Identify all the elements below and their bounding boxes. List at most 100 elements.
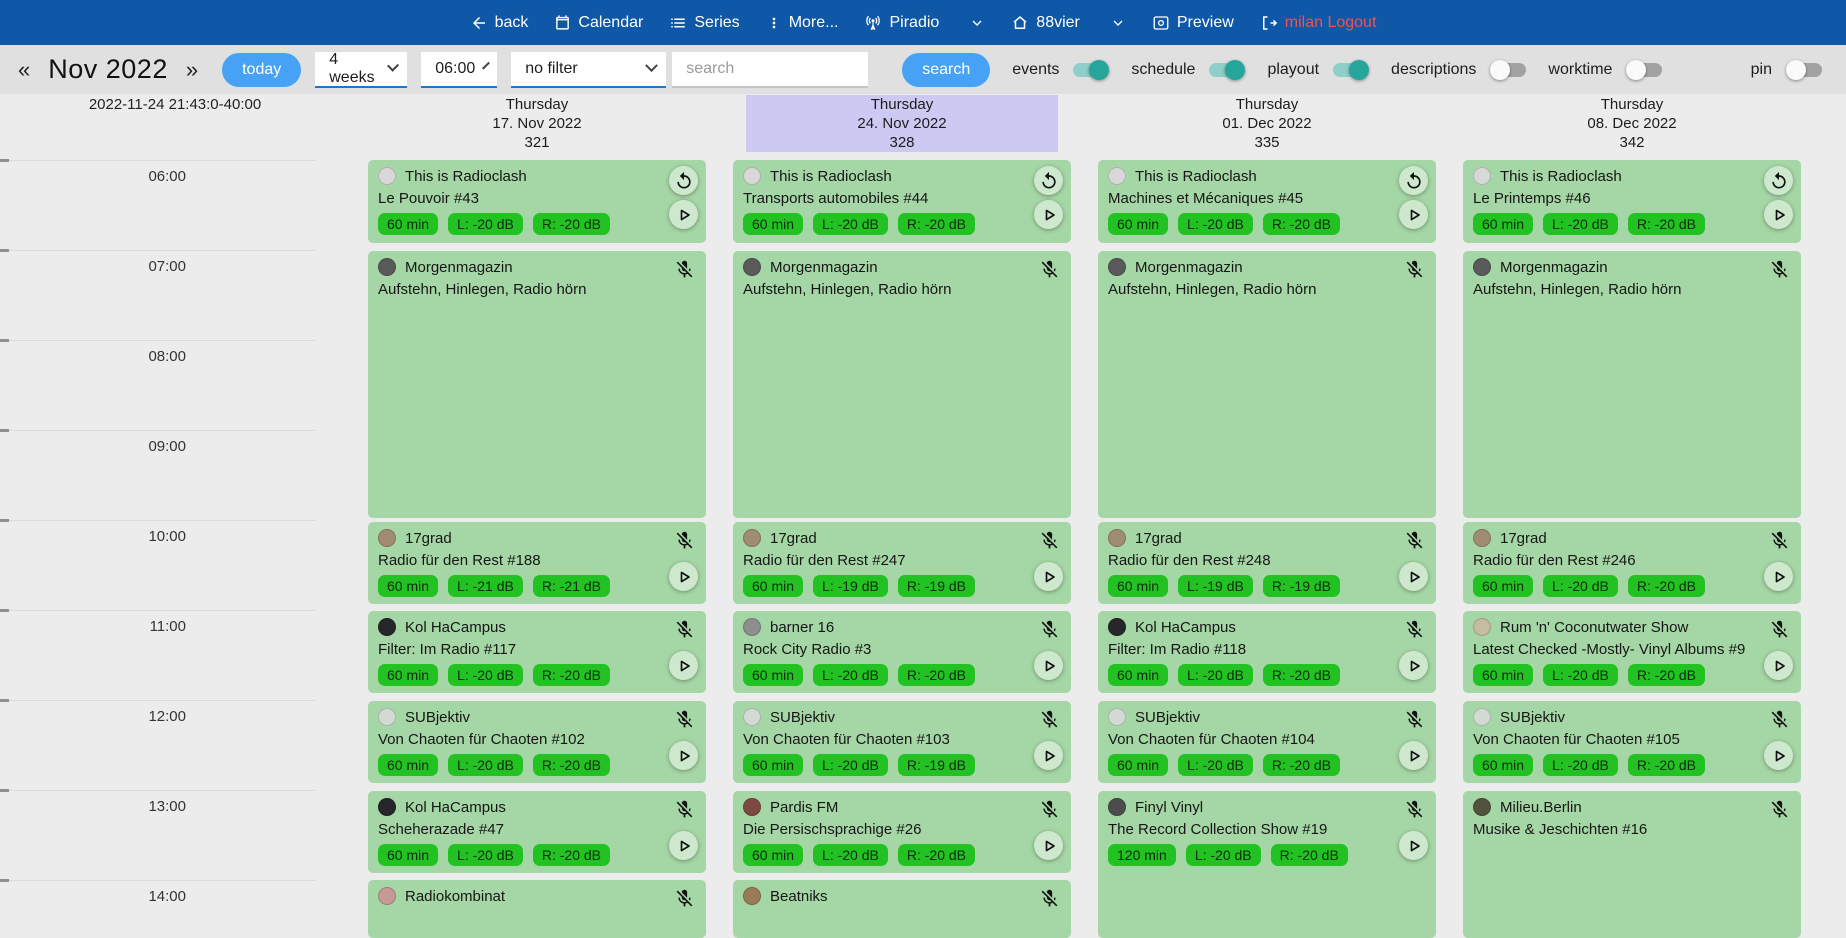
nav-calendar[interactable]: Calendar bbox=[554, 14, 643, 32]
episode-title: Radio für den Rest #188 bbox=[378, 552, 541, 569]
replay-icon[interactable] bbox=[1034, 166, 1063, 195]
logout-button[interactable]: milan Logout bbox=[1260, 13, 1377, 32]
show-avatar bbox=[743, 708, 761, 726]
event-title-row: Radiokombinat bbox=[378, 887, 505, 905]
event-title-row: Morgenmagazin bbox=[1108, 258, 1243, 276]
event-card[interactable]: Morgenmagazin Aufstehn, Hinlegen, Radio h… bbox=[1098, 251, 1436, 518]
play-button[interactable] bbox=[669, 651, 698, 680]
play-button[interactable] bbox=[1399, 200, 1428, 229]
event-card[interactable]: SUBjektiv Von Chaoten für Chaoten #102 60 … bbox=[368, 701, 706, 783]
today-button[interactable]: today bbox=[222, 52, 302, 87]
show-avatar bbox=[743, 258, 761, 276]
playout-switch[interactable] bbox=[1333, 59, 1370, 80]
event-card[interactable]: Rum 'n' Coconutwater Show Latest Checked … bbox=[1463, 611, 1801, 693]
event-card[interactable]: Kol HaCampus Filter: Im Radio #117 60 min L… bbox=[368, 611, 706, 693]
events-switch[interactable] bbox=[1073, 59, 1110, 80]
schedule-switch[interactable] bbox=[1209, 59, 1246, 80]
play-button[interactable] bbox=[1764, 741, 1793, 770]
event-title-row: barner 16 bbox=[743, 618, 834, 636]
play-button[interactable] bbox=[1764, 562, 1793, 591]
play-button[interactable] bbox=[1034, 741, 1063, 770]
hour-label: 12:00 bbox=[148, 708, 186, 725]
event-card[interactable]: Kol HaCampus Filter: Im Radio #118 60 min L… bbox=[1098, 611, 1436, 693]
event-title-row: Milieu.Berlin bbox=[1473, 798, 1582, 816]
event-card[interactable]: This is Radioclash Machines et Mécaniques… bbox=[1098, 160, 1436, 243]
event-card[interactable]: 17grad Radio für den Rest #246 60 min L: -2… bbox=[1463, 522, 1801, 604]
left-level-badge: L: -20 dB bbox=[448, 844, 523, 866]
filter-select[interactable]: no filter bbox=[511, 51, 667, 88]
nav-series[interactable]: Series bbox=[669, 13, 740, 32]
duration-badge: 60 min bbox=[1108, 213, 1169, 235]
event-card[interactable]: Milieu.Berlin Musike & Jeschichten #16 bbox=[1463, 791, 1801, 938]
back-button[interactable]: back bbox=[470, 14, 528, 32]
event-card[interactable]: 17grad Radio für den Rest #188 60 min L: -2… bbox=[368, 522, 706, 604]
replay-icon[interactable] bbox=[1764, 166, 1793, 195]
show-name: Morgenmagazin bbox=[405, 258, 513, 276]
event-card[interactable]: barner 16 Rock City Radio #3 60 min L: -20 … bbox=[733, 611, 1071, 693]
event-card[interactable]: 17grad Radio für den Rest #248 60 min L: -1… bbox=[1098, 522, 1436, 604]
play-button[interactable] bbox=[1399, 741, 1428, 770]
event-card[interactable]: Beatniks bbox=[733, 880, 1071, 938]
play-button[interactable] bbox=[1034, 651, 1063, 680]
event-card[interactable]: SUBjektiv Von Chaoten für Chaoten #104 60 … bbox=[1098, 701, 1436, 783]
channel-dropdown-chevron-icon[interactable] bbox=[1110, 15, 1126, 31]
show-name: 17grad bbox=[405, 529, 452, 547]
play-button[interactable] bbox=[1399, 651, 1428, 680]
play-button[interactable] bbox=[1764, 651, 1793, 680]
prev-month-button[interactable]: « bbox=[18, 56, 31, 82]
logout-label: milan Logout bbox=[1284, 13, 1377, 31]
day-header[interactable]: Thursday 17. Nov 2022 321 bbox=[381, 95, 693, 152]
play-button[interactable] bbox=[1399, 831, 1428, 860]
event-card[interactable]: This is Radioclash Le Printemps #46 60 min… bbox=[1463, 160, 1801, 243]
pin-switch[interactable] bbox=[1786, 59, 1822, 80]
search-input[interactable] bbox=[672, 51, 869, 88]
play-button[interactable] bbox=[1764, 200, 1793, 229]
range-select[interactable]: 4 weeks bbox=[315, 51, 408, 88]
show-avatar bbox=[743, 798, 761, 816]
event-card[interactable]: Finyl Vinyl The Record Collection Show #1… bbox=[1098, 791, 1436, 938]
badge-row: 60 min L: -20 dB R: -20 dB bbox=[1473, 575, 1705, 597]
event-card[interactable]: SUBjektiv Von Chaoten für Chaoten #103 60 … bbox=[733, 701, 1071, 783]
show-name: 17grad bbox=[1135, 529, 1182, 547]
nav-channel[interactable]: 88vier bbox=[1011, 14, 1080, 32]
event-card[interactable]: Kol HaCampus Scheherazade #47 60 min L: -20… bbox=[368, 791, 706, 873]
play-button[interactable] bbox=[669, 741, 698, 770]
event-card[interactable]: Morgenmagazin Aufstehn, Hinlegen, Radio h… bbox=[1463, 251, 1801, 518]
play-button[interactable] bbox=[1034, 200, 1063, 229]
play-button[interactable] bbox=[1034, 562, 1063, 591]
play-button[interactable] bbox=[669, 200, 698, 229]
event-card[interactable]: Morgenmagazin Aufstehn, Hinlegen, Radio h… bbox=[368, 251, 706, 518]
day-header[interactable]: Thursday 24. Nov 2022 328 bbox=[746, 95, 1058, 152]
start-time-select[interactable]: 06:00 bbox=[421, 51, 498, 88]
event-card[interactable]: SUBjektiv Von Chaoten für Chaoten #105 60 … bbox=[1463, 701, 1801, 783]
play-button[interactable] bbox=[1399, 562, 1428, 591]
event-card[interactable]: 17grad Radio für den Rest #247 60 min L: -1… bbox=[733, 522, 1071, 604]
replay-icon[interactable] bbox=[1399, 166, 1428, 195]
descriptions-switch[interactable] bbox=[1490, 59, 1527, 80]
series-label: Series bbox=[694, 13, 740, 31]
next-month-button[interactable]: » bbox=[185, 56, 199, 82]
play-button[interactable] bbox=[669, 562, 698, 591]
event-card[interactable]: Radiokombinat bbox=[368, 880, 706, 938]
play-button[interactable] bbox=[1034, 831, 1063, 860]
event-card[interactable]: This is Radioclash Transports automobiles… bbox=[733, 160, 1071, 243]
day-header[interactable]: Thursday 01. Dec 2022 335 bbox=[1111, 95, 1423, 152]
nav-more[interactable]: More... bbox=[766, 14, 838, 32]
replay-icon[interactable] bbox=[669, 166, 698, 195]
episode-title: Scheherazade #47 bbox=[378, 821, 504, 838]
station-dropdown-chevron-icon[interactable] bbox=[969, 15, 985, 31]
badge-row: 60 min L: -20 dB R: -20 dB bbox=[743, 664, 975, 686]
day-header[interactable]: Thursday 08. Dec 2022 342 bbox=[1476, 95, 1788, 152]
search-button[interactable]: search bbox=[902, 52, 991, 87]
event-card[interactable]: Pardis FM Die Persischsprachige #26 60 min… bbox=[733, 791, 1071, 873]
mic-off-icon bbox=[1402, 797, 1426, 821]
show-avatar bbox=[743, 887, 761, 905]
worktime-switch[interactable] bbox=[1626, 59, 1663, 80]
play-button[interactable] bbox=[669, 831, 698, 860]
nav-preview[interactable]: Preview bbox=[1152, 14, 1234, 32]
nav-station[interactable]: Piradio bbox=[864, 14, 939, 32]
right-level-badge: R: -20 dB bbox=[1262, 213, 1340, 235]
event-card[interactable]: Morgenmagazin Aufstehn, Hinlegen, Radio h… bbox=[733, 251, 1071, 518]
event-card[interactable]: This is Radioclash Le Pouvoir #43 60 min L:… bbox=[368, 160, 706, 243]
right-level-badge: R: -20 dB bbox=[1262, 754, 1340, 776]
